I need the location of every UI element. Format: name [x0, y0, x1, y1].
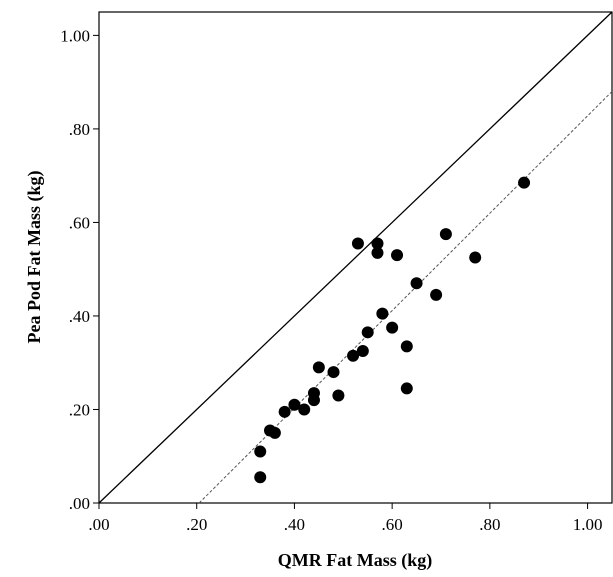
x-tick-label: 1.00 — [573, 515, 603, 534]
data-point — [469, 251, 482, 264]
data-point — [327, 366, 340, 379]
data-point — [371, 246, 384, 259]
x-tick-label: .20 — [186, 515, 207, 534]
data-point — [307, 387, 320, 400]
data-point — [298, 403, 311, 416]
x-tick-label: .60 — [382, 515, 403, 534]
y-axis-title: Pea Pod Fat Mass (kg) — [24, 171, 45, 344]
axis-ticks: .00 .20 .40 .60 .80 1.00 .00 .20 .40 .60 .80 1.00 — [60, 26, 602, 534]
data-point — [351, 237, 364, 250]
x-tick-label: .40 — [284, 515, 305, 534]
x-tick-label: .80 — [479, 515, 500, 534]
data-point — [400, 340, 413, 353]
data-point — [400, 382, 413, 395]
data-point — [410, 277, 423, 290]
data-point — [254, 471, 267, 484]
data-point — [347, 349, 360, 362]
data-point — [376, 307, 389, 320]
data-point — [386, 321, 399, 334]
data-point — [391, 249, 404, 262]
data-points — [254, 176, 531, 484]
data-point — [361, 326, 374, 339]
plot-frame — [98, 11, 613, 504]
y-tick-label: .80 — [69, 120, 90, 139]
identity-line — [98, 11, 613, 504]
data-point — [254, 445, 267, 458]
y-tick-label: .00 — [69, 494, 90, 513]
x-tick-label: .00 — [88, 515, 109, 534]
y-tick-label: .20 — [69, 400, 90, 419]
data-point — [430, 288, 443, 301]
reference-lines — [98, 11, 613, 504]
data-point — [278, 405, 291, 418]
data-point — [268, 426, 281, 439]
data-point — [288, 398, 301, 411]
y-tick-label: .60 — [69, 213, 90, 232]
fit-line — [198, 91, 613, 504]
y-tick-label: 1.00 — [60, 26, 90, 45]
data-point — [312, 361, 325, 374]
data-point — [518, 176, 531, 189]
data-point — [356, 345, 369, 358]
data-point — [371, 237, 384, 250]
data-point — [439, 228, 452, 241]
y-tick-label: .40 — [69, 307, 90, 326]
data-point — [332, 389, 345, 402]
x-axis-title: QMR Fat Mass (kg) — [278, 550, 432, 571]
